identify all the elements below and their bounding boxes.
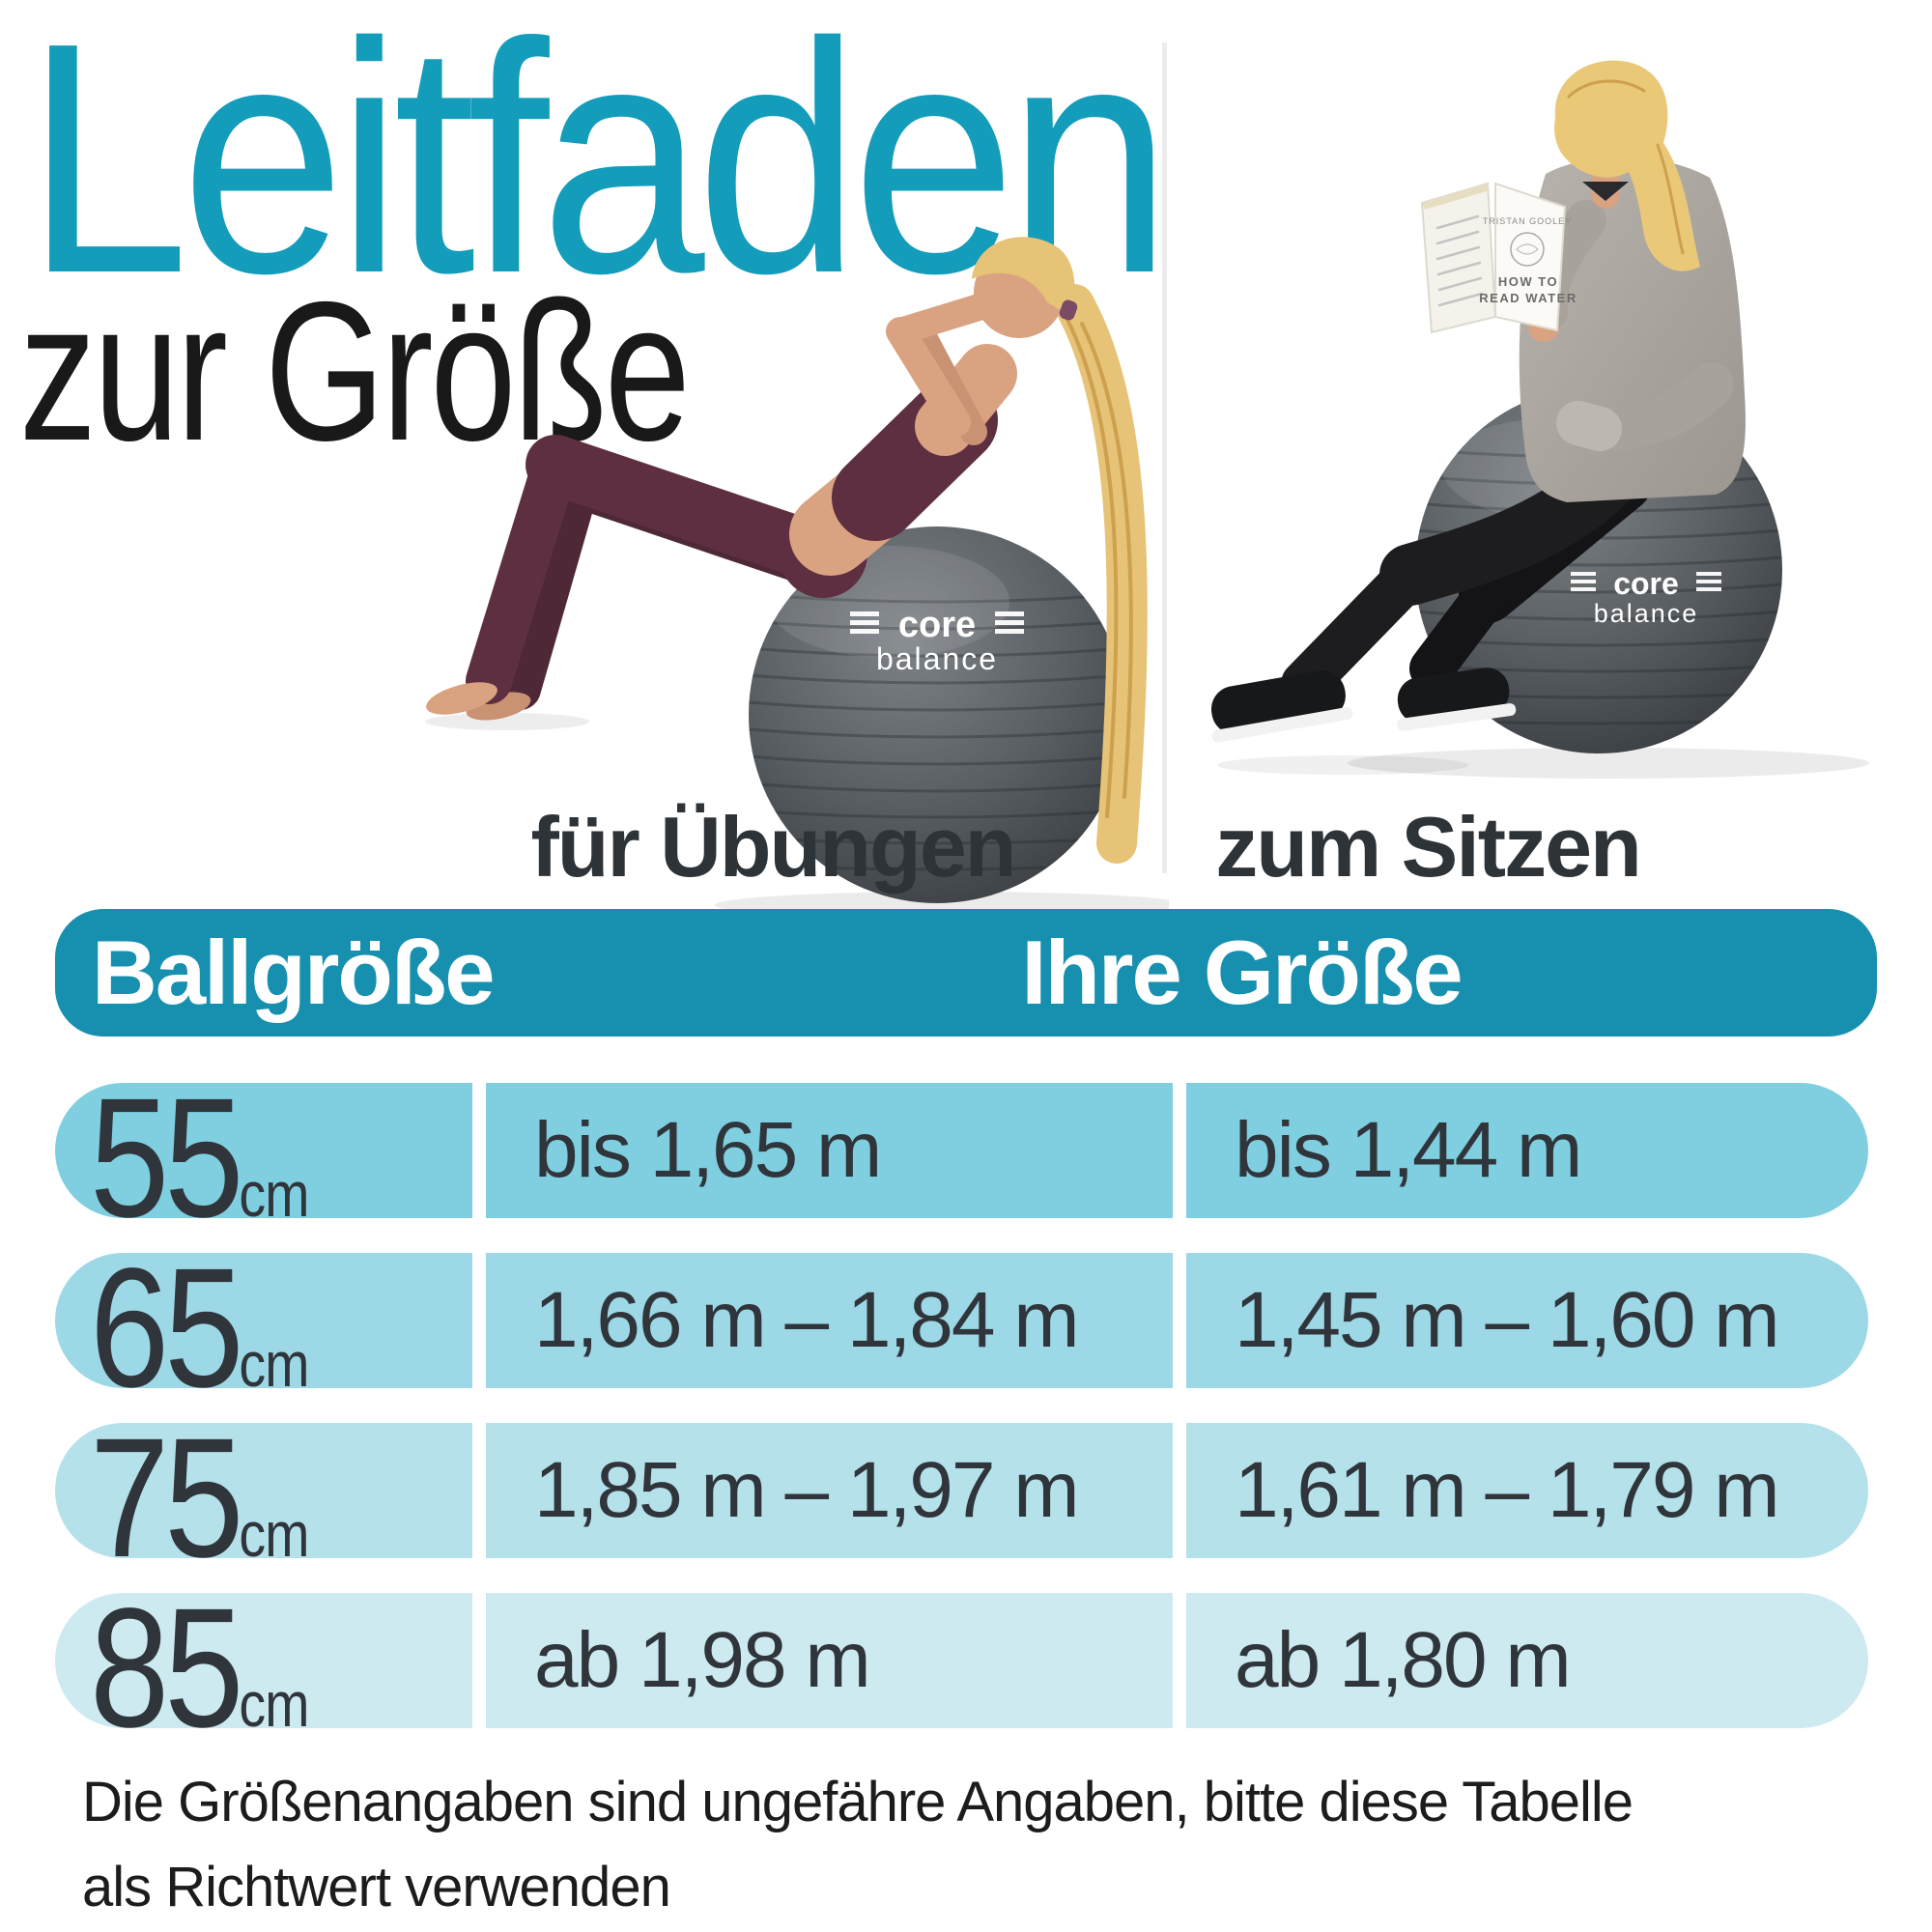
book-author: TRISTAN GOOLEY [1483, 216, 1572, 226]
exercising-woman [426, 237, 1148, 864]
page-subtitle: zur Größe [19, 261, 691, 482]
sitting-photo: core balance [1210, 60, 1869, 779]
feet-shadow [1217, 755, 1468, 775]
ball-shadow [1348, 748, 1869, 779]
logo-lines-right [1696, 572, 1721, 591]
cell-ball-size: 55cm [55, 1073, 472, 1243]
book: TRISTAN GOOLEY HOW TO READ WATER [1420, 182, 1577, 334]
ball-logo: core balance [850, 605, 1024, 676]
ball-logo: core balance [1571, 566, 1721, 628]
photo-divider [1162, 43, 1167, 873]
shoe-front [1210, 670, 1353, 743]
disclaimer-line1: Die Größenangaben sind ungefähre Angaben… [82, 1771, 1634, 1833]
table-row-75: 75cm 1,85 m – 1,97 m 1,61 m – 1,79 m [55, 1413, 1877, 1583]
cell-sitting-height: 1,45 m – 1,60 m [1186, 1253, 1868, 1388]
cell-sitting-height: 1,61 m – 1,79 m [1186, 1423, 1868, 1558]
svg-text:core: core [1613, 566, 1679, 601]
svg-text:balance: balance [1594, 599, 1699, 628]
cell-sitting-height: ab 1,80 m [1186, 1593, 1868, 1728]
shoe-back [1397, 668, 1517, 731]
logo-lines-right [995, 611, 1024, 634]
cell-ball-size: 75cm [55, 1413, 472, 1583]
feet-shadow [425, 713, 589, 730]
cell-exercise-height: 1,66 m – 1,84 m [486, 1253, 1173, 1388]
hair [1554, 60, 1700, 271]
cell-exercise-height: 1,85 m – 1,97 m [486, 1423, 1173, 1558]
caption-sitting: zum Sitzen [1215, 799, 1642, 895]
caption-exercise: für Übungen [530, 799, 1016, 895]
logo-lines-left [850, 611, 879, 634]
header-ball-size: Ballgröße [92, 922, 496, 1023]
svg-text:core: core [898, 605, 976, 645]
exercise-photo: core balance [425, 237, 1169, 913]
book-title-line2: READ WATER [1479, 291, 1577, 305]
hair [972, 237, 1075, 316]
disclaimer-line2: als Richtwert verwenden [82, 1856, 671, 1918]
logo-lines-left [1571, 572, 1596, 591]
cell-sitting-height: bis 1,44 m [1186, 1083, 1868, 1218]
header-your-height: Ihre Größe [1021, 922, 1463, 1023]
cell-ball-size: 65cm [55, 1243, 472, 1413]
sitting-woman: TRISTAN GOOLEY HOW TO READ WATER [1210, 60, 1746, 743]
svg-text:balance: balance [876, 641, 998, 676]
table-row-55: 55cm bis 1,65 m bis 1,44 m [55, 1073, 1877, 1243]
cell-ball-size: 85cm [55, 1583, 472, 1753]
book-title-line1: HOW TO [1498, 274, 1558, 289]
cell-exercise-height: bis 1,65 m [486, 1083, 1173, 1218]
cell-exercise-height: ab 1,98 m [486, 1593, 1173, 1728]
table-row-85: 85cm ab 1,98 m ab 1,80 m [55, 1583, 1877, 1753]
table-header: Ballgröße Ihre Größe [55, 909, 1877, 1037]
disclaimer-text: Die Größenangaben sind ungefähre Angaben… [82, 1760, 1860, 1930]
table-row-65: 65cm 1,66 m – 1,84 m 1,45 m – 1,60 m [55, 1243, 1877, 1413]
